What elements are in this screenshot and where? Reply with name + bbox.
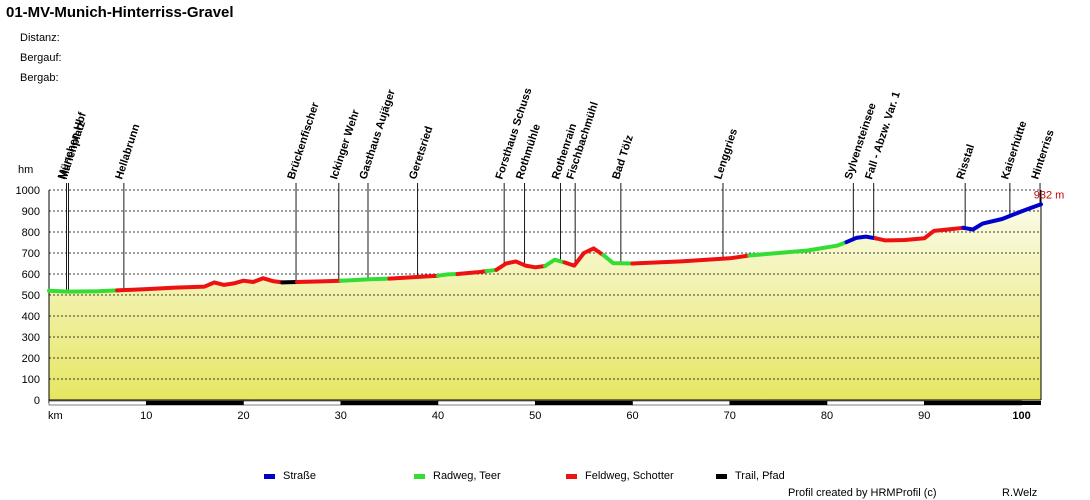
waypoint-label-3: Brückenfischer — [285, 100, 321, 181]
legend-swatch-strasse — [264, 473, 275, 479]
legend-swatch-feldweg — [566, 473, 577, 479]
distance-label: Distanz: — [20, 32, 60, 44]
legend-label-strasse: Straße — [283, 470, 317, 482]
y-tick-label-0: 0 — [34, 395, 40, 407]
x-tick-label-50: 50 — [529, 410, 541, 422]
km-scale-block-90 — [924, 400, 1022, 406]
legend-swatch-trail — [716, 473, 727, 479]
profile-segment-7 — [455, 269, 489, 276]
waypoint-label-1: Marienplatz — [58, 119, 88, 181]
x-tick-label-30: 30 — [335, 410, 347, 422]
profile-area — [49, 204, 1041, 400]
x-tick-label-100: 100 — [1012, 410, 1030, 422]
profile-segment-13 — [630, 253, 752, 266]
km-scale-block-30 — [340, 400, 439, 406]
legend-label-trail: Trail, Pfad — [735, 470, 785, 482]
chart-title: 01-MV-Munich-Hinterriss-Gravel — [6, 4, 234, 21]
km-scale-block-0 — [48, 400, 147, 406]
km-scale-block-100 — [1021, 401, 1041, 405]
x-tick-label-80: 80 — [821, 410, 833, 422]
km-scale-block-70 — [729, 400, 828, 406]
profile-segment-4 — [338, 276, 392, 283]
x-tick-label-40: 40 — [432, 410, 444, 422]
legend-swatch-radweg — [414, 473, 425, 479]
waypoint-label-4: Ickinger Wehr — [328, 108, 362, 181]
profile-segment-6 — [436, 272, 460, 278]
y-tick-label-100: 100 — [22, 374, 40, 386]
descent-label: Bergab: — [20, 72, 59, 84]
legend-trail: Trail, Pfad — [716, 470, 785, 482]
y-tick-label-400: 400 — [22, 311, 40, 323]
legend-strasse: Straße — [264, 470, 316, 482]
waypoint-label-6: Geretsried — [407, 125, 435, 181]
x-tick-label-70: 70 — [724, 410, 736, 422]
profile-segment-9 — [494, 259, 547, 272]
km-scale-block-10 — [146, 400, 244, 406]
x-axis-label: km — [48, 410, 63, 422]
km-scale-block-20 — [243, 400, 342, 406]
credit-software: Profil created by HRMProfil (c) — [788, 487, 937, 499]
profile-segment-15 — [844, 234, 878, 245]
km-scale-block-60 — [632, 400, 731, 406]
legend-feldweg: Feldweg, Schotter — [566, 470, 674, 482]
waypoint-label-12: Lenggries — [712, 127, 740, 181]
y-tick-label-900: 900 — [22, 206, 40, 218]
waypoint-label-17: Hinterriss — [1029, 128, 1056, 181]
x-tick-label-10: 10 — [140, 410, 152, 422]
profile-segment-10 — [543, 257, 567, 268]
waypoint-label-11: Bad Tölz — [610, 133, 636, 181]
legend-label-feldweg: Feldweg, Schotter — [585, 470, 674, 482]
waypoint-label-15: Risstal — [955, 143, 978, 181]
profile-segment-17 — [961, 202, 1043, 232]
profile-segment-16 — [873, 225, 966, 243]
y-tick-label-600: 600 — [22, 269, 40, 281]
y-tick-label-500: 500 — [22, 290, 40, 302]
profile-segment-1 — [115, 276, 285, 293]
y-tick-label-300: 300 — [22, 332, 40, 344]
x-tick-label-60: 60 — [626, 410, 638, 422]
y-axis-label: hm — [18, 164, 34, 176]
km-scale-block-40 — [437, 400, 536, 406]
y-tick-label-200: 200 — [22, 353, 40, 365]
legend-radweg: Radweg, Teer — [414, 470, 501, 482]
x-tick-label-90: 90 — [918, 410, 930, 422]
profile-segment-5 — [387, 273, 440, 281]
elevation-profile-chart: 0 100 200 300 400 500 600 700 800 900 1000 10 20 30 40… — [16, 87, 1065, 422]
x-tick-label-20: 20 — [237, 410, 249, 422]
ascent-label: Bergauf: — [20, 52, 62, 64]
profile-segment-12 — [601, 253, 635, 266]
profile-segment-0 — [47, 288, 120, 294]
credit-author: R.Welz — [1002, 487, 1038, 499]
legend-label-radweg: Radweg, Teer — [433, 470, 501, 482]
y-tick-label-1000: 1000 — [16, 185, 40, 197]
y-tick-label-800: 800 — [22, 227, 40, 239]
waypoint-label-16: Kaiserhütte — [999, 120, 1029, 181]
waypoint-label-5: Gasthaus Aujäger — [357, 87, 398, 181]
waypoint-label-2: Hellabrunn — [113, 122, 142, 181]
profile-segment-11 — [562, 246, 606, 268]
y-tick-label-700: 700 — [22, 248, 40, 260]
profile-segment-3 — [295, 278, 343, 284]
km-scale-block-80 — [826, 400, 925, 406]
profile-segment-14 — [747, 240, 849, 258]
km-scale-block-50 — [535, 400, 633, 406]
end-elevation-label: 932 m — [1034, 189, 1065, 201]
